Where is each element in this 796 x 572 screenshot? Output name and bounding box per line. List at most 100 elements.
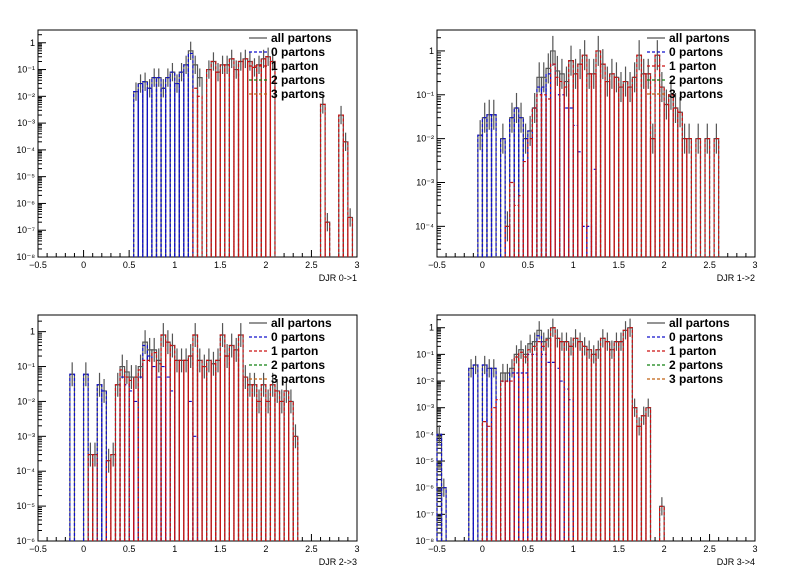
hist-bin-all-partons (283, 390, 290, 541)
hist-bin-0-partons (536, 86, 543, 257)
hist-bin-1-parton (256, 400, 262, 541)
legend-label: 1 parton (669, 59, 716, 73)
legend-label: 2 partons (669, 73, 723, 87)
hist-bin-0-partons (187, 52, 194, 257)
hist-bin-all-partons (522, 353, 529, 541)
x-axis-label: DJR 2->3 (319, 557, 357, 567)
hist-bin-all-partons (618, 341, 624, 541)
hist-bin-all-partons (119, 365, 126, 541)
legend-label: 1 parton (271, 59, 318, 73)
hist-bin-all-partons (609, 349, 615, 541)
hist-bin-all-partons (695, 138, 702, 257)
x-tick-label: 1.5 (214, 544, 227, 554)
hist-bin-all-partons (590, 353, 597, 541)
hist-bin-all-partons (481, 364, 488, 541)
hist-bin-0-partons (581, 225, 588, 257)
hist-bin-0-partons (518, 372, 524, 541)
hist-bin-0-partons (137, 82, 144, 257)
y-tick-label: 10⁻⁴ (415, 221, 434, 231)
hist-bin-all-partons (151, 77, 158, 257)
hist-bin-1-parton (599, 63, 606, 257)
hist-bin-0-partons (559, 94, 565, 257)
hist-bin-0-partons (563, 388, 570, 541)
hist-bin-1-parton (215, 359, 221, 541)
hist-bin-1-parton (522, 160, 529, 257)
hist-bin-all-partons (292, 435, 299, 541)
hist-bin-0-partons (82, 373, 89, 541)
hist-bin-1-parton (668, 94, 674, 257)
hist-bin-all-partons (490, 114, 497, 257)
hist-bin-all-partons (265, 56, 272, 257)
hist-bin-1-parton (672, 107, 679, 257)
x-tick-label: 0.5 (522, 544, 535, 554)
hist-bin-all-partons (288, 400, 294, 541)
hist-bin-all-partons (165, 341, 171, 541)
hist-bin-all-partons (342, 141, 349, 257)
hist-bin-0-partons (568, 399, 574, 541)
hist-bin-0-partons (481, 117, 488, 257)
legend-label: all partons (669, 316, 730, 330)
hist-bin-1-parton (87, 453, 94, 541)
hist-bin-1-parton (590, 73, 597, 257)
hist-bin-all-partons (472, 364, 479, 541)
hist-bin-0-partons (545, 361, 552, 541)
hist-bin-all-partons (160, 334, 167, 541)
hist-bin-1-parton (581, 345, 588, 541)
hist-bin-1-parton (554, 337, 561, 541)
hist-bin-all-partons (631, 407, 638, 541)
hist-bin-1-parton (324, 221, 331, 257)
x-tick-label: 3 (752, 260, 757, 270)
histogram-panel-3: −0.5 0 0.5 1 1.5 2 2.5 3 10⁻⁶ 10⁻⁵ 10⁻⁴ 10⁻³ 10⁻² 10⁻… (16, 314, 360, 567)
hist-bin-0-partons (128, 390, 135, 541)
hist-bin-all-partons (518, 117, 524, 257)
hist-bin-all-partons (183, 359, 189, 541)
hist-bin-1-parton (119, 369, 126, 541)
hist-bin-all-partons (215, 359, 221, 541)
hist-bin-all-partons (174, 82, 180, 257)
hist-bin-0-partons (577, 151, 583, 257)
hist-bin-0-partons (472, 364, 479, 541)
hist-bin-all-partons (69, 373, 76, 541)
hist-bin-1-parton (622, 80, 629, 257)
hist-bin-1-parton (201, 365, 208, 541)
hist-bin-all-partons (251, 66, 258, 257)
histogram-panel-1: −0.5 0 0.5 1 1.5 2 2.5 3 10⁻⁸ 10⁻⁷ 10⁻⁶ 10⁻⁵ 10⁻⁴ 10⁻… (16, 29, 360, 283)
legend-label: 0 partons (271, 45, 325, 59)
hist-bin-1-parton (486, 425, 493, 541)
hist-bin-0-partons (133, 400, 139, 541)
y-tick-label: 10⁻¹ (17, 362, 35, 372)
hist-bin-1-parton (677, 111, 683, 257)
hist-bin-0-partons (151, 365, 158, 541)
hist-bin-0-partons (119, 376, 126, 541)
hist-bin-all-partons (545, 67, 552, 257)
hist-bin-all-partons (110, 453, 117, 541)
y-tick-label: 10⁻² (17, 91, 35, 101)
x-tick-label: −0.5 (428, 544, 446, 554)
x-tick-label: 3 (752, 544, 757, 554)
hist-bin-all-partons (604, 80, 611, 257)
hist-bin-all-partons (210, 60, 217, 257)
hist-bin-0-partons (155, 376, 162, 541)
hist-bin-all-partons (500, 138, 506, 257)
hist-bin-1-parton (681, 138, 688, 257)
hist-bin-1-parton (210, 363, 217, 541)
hist-bin-1-parton (659, 505, 665, 541)
hist-bin-all-partons (192, 64, 199, 257)
hist-bin-all-partons (251, 384, 258, 541)
hist-bin-1-parton (247, 384, 253, 541)
x-tick-label: 1.5 (612, 544, 625, 554)
hist-bin-all-partons (247, 60, 253, 257)
hist-bin-all-partons (178, 359, 185, 541)
y-tick-label: 10⁻² (416, 376, 434, 386)
hist-bin-1-parton (237, 334, 244, 541)
hist-bin-1-parton (590, 353, 597, 541)
hist-bin-1-parton (645, 407, 652, 541)
hist-bin-0-partons (549, 63, 556, 257)
y-tick-label: 10⁻⁴ (415, 429, 434, 439)
hist-bin-1-parton (568, 60, 574, 257)
hist-bin-all-partons (219, 334, 226, 541)
hist-bin-1-parton (347, 216, 354, 257)
hist-bin-0-partons (518, 117, 524, 257)
hist-bin-all-partons (595, 50, 602, 257)
hist-bin-1-parton (572, 73, 579, 257)
